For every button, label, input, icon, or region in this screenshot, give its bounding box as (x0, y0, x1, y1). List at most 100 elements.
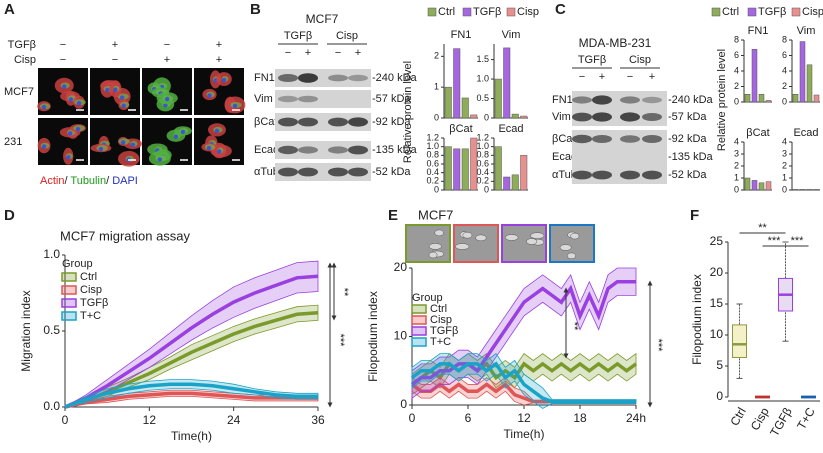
bar (744, 94, 751, 103)
band (572, 170, 592, 180)
x-axis-label: Time(h) (171, 429, 212, 443)
x-tick-label: 0 (62, 413, 69, 427)
legend-swatch (411, 326, 427, 336)
treatment-sign: + (216, 39, 222, 51)
y-axis-label: Migration index (19, 290, 33, 371)
lane-sign: + (305, 47, 311, 59)
bar (520, 155, 528, 191)
size-label: -57 kDa (372, 93, 411, 105)
thumbnail-cell (428, 243, 442, 250)
significance: *** (791, 235, 805, 247)
blot-strip (572, 166, 667, 184)
chart-title: FN1 (748, 25, 769, 37)
y-tick-label: 2 (782, 160, 787, 170)
band (348, 167, 368, 177)
nucleus (207, 93, 212, 98)
thumbnail-cell (475, 234, 487, 242)
legend-label: Cisp (802, 6, 823, 18)
band (592, 170, 612, 180)
treatment-label: TGFβ (8, 39, 36, 51)
band (278, 117, 298, 127)
y-tick-label: 0 (400, 397, 407, 411)
legend-swatch (411, 304, 427, 314)
bar (503, 47, 511, 119)
x-tick-label: 12 (143, 413, 157, 427)
band (298, 95, 318, 103)
group-label: Cisp (629, 54, 651, 66)
panel-letter: F (690, 207, 699, 224)
nucleus (67, 131, 73, 136)
bar (453, 48, 461, 119)
legend-title: Group (62, 258, 93, 270)
y-tick-label: 0 (434, 184, 439, 194)
significance: *** (334, 334, 346, 348)
legend-label: Ctrl (430, 303, 447, 315)
treatment-sign: − (164, 39, 170, 51)
nucleus (76, 101, 82, 106)
band (278, 167, 298, 177)
size-label: -240 kDa (372, 72, 418, 84)
bar (758, 94, 765, 103)
nucleus (68, 97, 74, 102)
significance: ** (758, 222, 767, 234)
protein-label: Vim (552, 111, 571, 123)
y-tick-label: 0 (782, 184, 787, 194)
band (328, 74, 348, 82)
thumbnail-cell (526, 238, 538, 245)
size-label: -52 kDa (372, 166, 411, 178)
x-axis-label: Time(h) (504, 427, 545, 441)
band (328, 117, 348, 127)
blot-strip (572, 108, 667, 126)
treatment-sign: − (60, 39, 66, 51)
bar (461, 97, 469, 119)
thumbnail-cell (505, 234, 519, 241)
y-tick-label: 2 (434, 51, 439, 61)
thumbnail-cell (566, 252, 576, 260)
lane-sign: − (579, 71, 585, 83)
bar (461, 148, 469, 191)
bar (799, 41, 806, 103)
bar (751, 49, 758, 103)
band (572, 112, 592, 122)
nucleus (221, 77, 227, 83)
legend-label: Ctrl (438, 6, 455, 18)
caption-part: / (64, 175, 70, 187)
thumbnail (453, 224, 499, 263)
chart-title: MCF7 (418, 207, 453, 222)
band (278, 95, 298, 103)
lane-sign: + (355, 47, 361, 59)
y-axis-label: Filopodium index (690, 274, 704, 365)
y-axis-label: Filopodium index (366, 291, 380, 382)
y-tick-label: 5 (716, 358, 723, 372)
x-tick-label: Ctrl (727, 405, 748, 428)
chart-title: Vim (797, 25, 816, 37)
y-tick-label: 20 (710, 265, 724, 279)
caption-part: Tubulin (70, 175, 106, 187)
bar (470, 137, 478, 191)
y-tick-label: 6 (734, 50, 739, 60)
nucleus (130, 142, 136, 147)
band (620, 96, 640, 104)
band (572, 134, 592, 144)
y-tick-label: 0 (484, 112, 489, 122)
nucleus (173, 134, 179, 139)
series-line (410, 361, 636, 404)
blot-strip (572, 91, 667, 109)
blot-strip (572, 148, 667, 166)
y-axis-label: Relative protein level (402, 61, 414, 163)
y-tick-label: 4 (734, 65, 739, 75)
y-tick-label: 0 (716, 389, 723, 403)
size-label: -52 kDa (668, 169, 707, 181)
legend-swatch (61, 272, 77, 282)
bar (751, 180, 758, 191)
legend-label: Ctrl (722, 6, 739, 18)
lane-sign: + (649, 71, 655, 83)
y-tick-label: 8 (782, 34, 787, 44)
legend-swatch (427, 7, 437, 17)
y-tick-label: 0.4 (426, 167, 439, 177)
legend-title: Group (412, 292, 443, 304)
blot-title: MCF7 (306, 12, 339, 26)
y-tick-label: 0.6 (476, 158, 489, 168)
x-tick-label: T+C (794, 405, 818, 432)
